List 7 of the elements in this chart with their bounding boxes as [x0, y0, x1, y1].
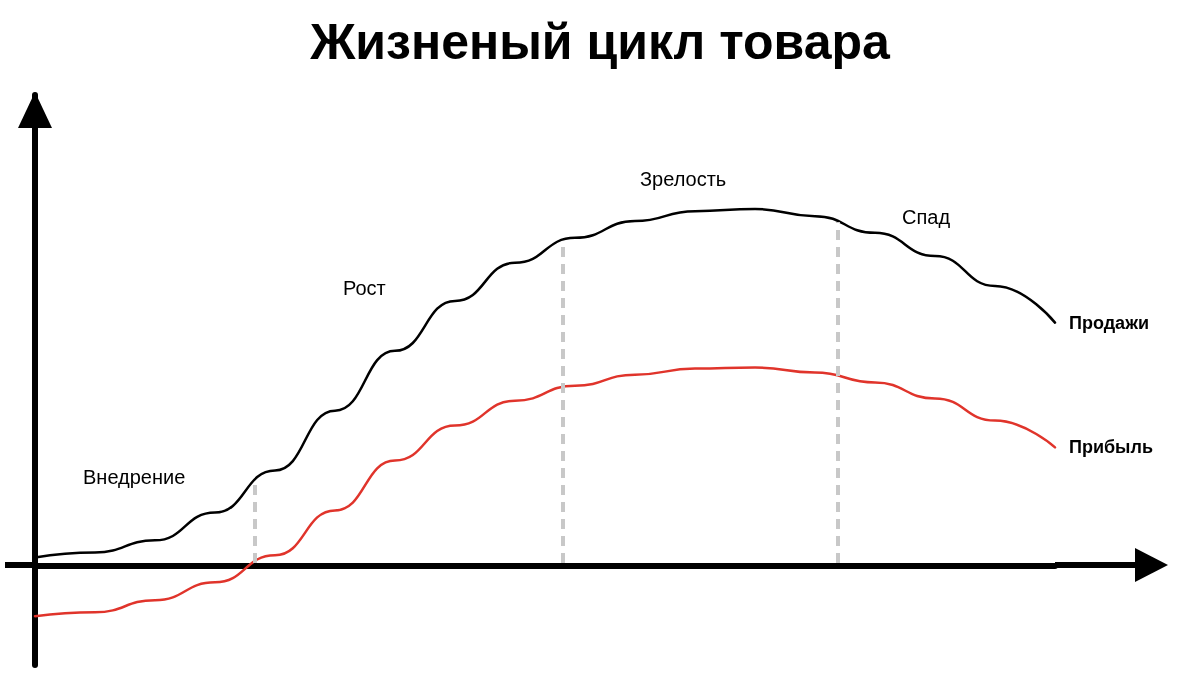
chart-title: Жизненый цикл товара: [309, 14, 892, 70]
series-label: Прибыль: [1069, 437, 1153, 458]
text: Зрелость: [640, 168, 727, 190]
annotation: Спад: [902, 206, 951, 228]
annotation: Внедрение: [83, 466, 186, 488]
annotation: Рост: [343, 277, 386, 299]
series-label: Продажи: [1069, 312, 1149, 333]
